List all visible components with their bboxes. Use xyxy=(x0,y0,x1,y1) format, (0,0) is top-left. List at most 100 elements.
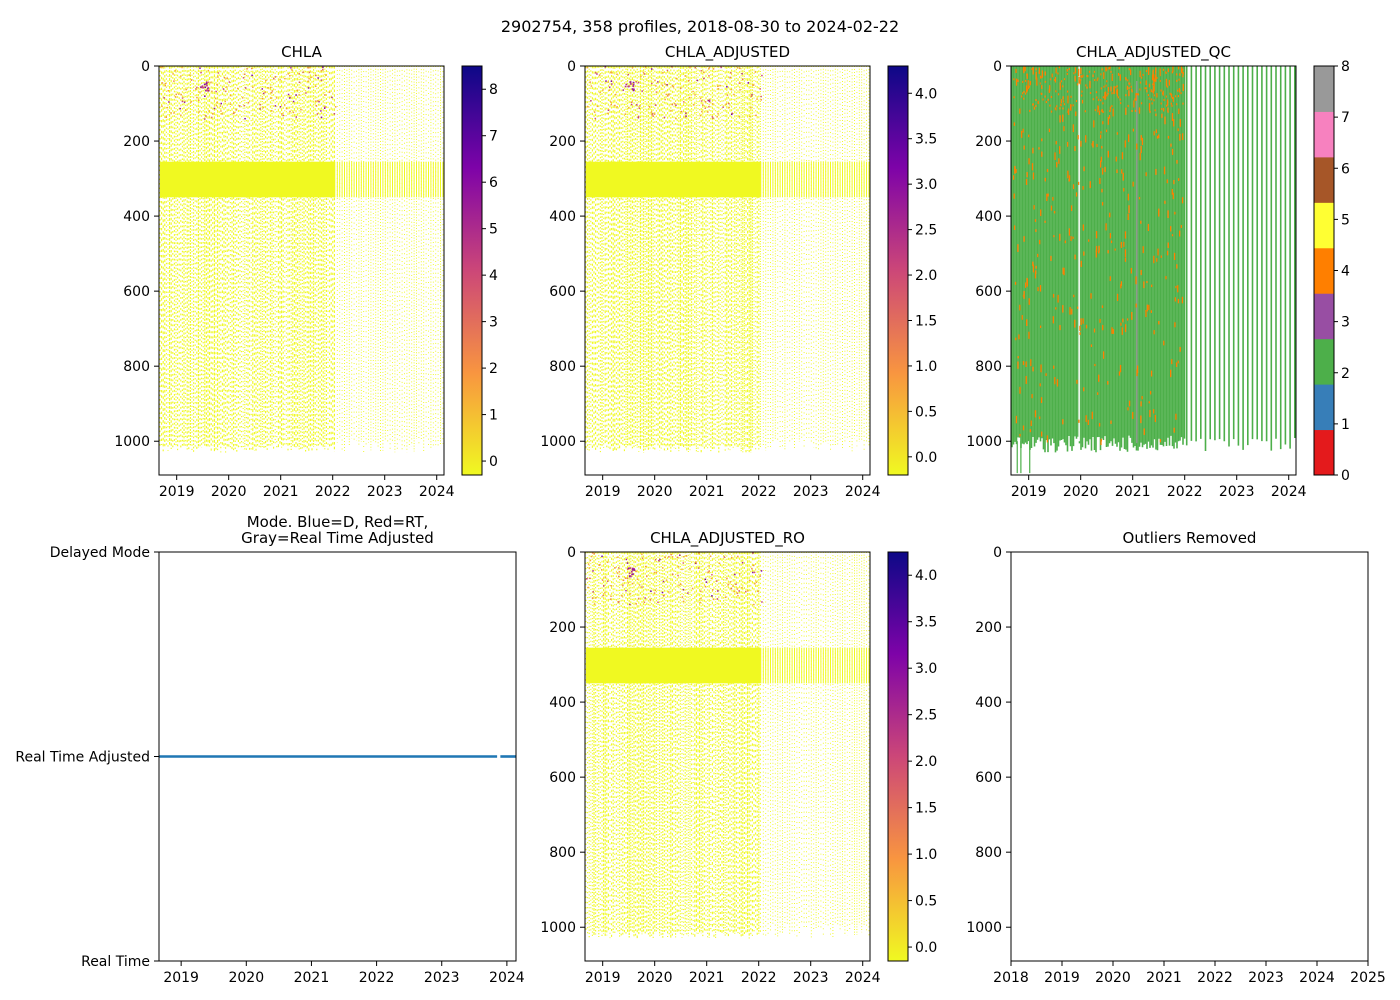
colorbar-tick-label: 1.0 xyxy=(915,359,937,375)
y-tick-label: Delayed Mode xyxy=(50,545,150,561)
colorbar-segment xyxy=(1314,111,1334,158)
y-tick-label: 1000 xyxy=(114,434,150,450)
colorbar-tick-label: 5 xyxy=(489,222,498,238)
x-tick-label: 2023 xyxy=(367,484,403,500)
x-tick-label: 2023 xyxy=(424,970,460,986)
colorbar-tick-label: 0.5 xyxy=(915,404,937,420)
x-tick-label: 2019 xyxy=(1044,970,1080,986)
colorbar-tick-label: 0 xyxy=(1341,468,1350,484)
x-tick-label: 2020 xyxy=(637,970,673,986)
x-tick-label: 2019 xyxy=(163,970,199,986)
colorbar-tick-label: 7 xyxy=(1341,110,1350,126)
y-tick-label: 400 xyxy=(123,209,150,225)
panel-title: Outliers Removed xyxy=(1123,529,1257,547)
x-tick-label: 2020 xyxy=(228,970,264,986)
qc-cells xyxy=(1011,66,1296,474)
y-tick-label: 400 xyxy=(549,695,576,711)
colorbar-tick-label: 4 xyxy=(1341,264,1350,280)
colorbar-frame xyxy=(887,551,909,962)
colorbar-frame xyxy=(461,65,483,476)
colorbar-tick-label: 7 xyxy=(489,129,498,145)
axes-frame xyxy=(1010,551,1369,962)
panel-chla-adjusted-qc: CHLA_ADJUSTED_QC 2019 2020 2021 2022 2023 2024… xyxy=(966,43,1350,500)
colorbar-tick-label: 2 xyxy=(1341,366,1350,382)
colorbar-tick-label: 1 xyxy=(489,408,498,424)
y-tick-label: 800 xyxy=(123,359,150,375)
colorbar-tick-label: 3.5 xyxy=(915,132,937,148)
x-tick-label: 2019 xyxy=(585,484,621,500)
x-tick-label: 2023 xyxy=(793,970,829,986)
y-tick-label: 600 xyxy=(975,770,1002,786)
colorbar-segment xyxy=(1314,338,1334,385)
heatmap-cells xyxy=(159,66,444,453)
colorbar-tick-label: 2.5 xyxy=(915,223,937,239)
colorbar-tick-label: 3.0 xyxy=(915,661,937,677)
y-tick-label: 800 xyxy=(549,359,576,375)
colorbar-gradient xyxy=(888,552,908,961)
x-tick-label: 2022 xyxy=(1197,970,1233,986)
y-tick-label: 0 xyxy=(567,59,576,75)
x-tick-label: 2024 xyxy=(489,970,525,986)
colorbar-segment xyxy=(1314,247,1334,294)
colorbar-tick-label: 3 xyxy=(489,315,498,331)
axes-frame xyxy=(584,551,871,962)
panel-title: CHLA xyxy=(281,43,322,61)
y-tick-label: 1000 xyxy=(540,434,576,450)
colorbar-gradient xyxy=(462,66,482,475)
x-tick-label: 2024 xyxy=(845,484,881,500)
x-tick-label: 2021 xyxy=(689,970,725,986)
y-tick-label: 200 xyxy=(123,134,150,150)
colorbar-frame xyxy=(1313,65,1335,476)
colorbar-segment xyxy=(1314,384,1334,431)
colorbar-segment xyxy=(1314,66,1334,112)
plot-area xyxy=(159,66,444,453)
colorbar-tick-label: 0.5 xyxy=(915,894,937,910)
colorbar-tick-label: 2.0 xyxy=(915,754,937,770)
y-tick-label: 200 xyxy=(549,620,576,636)
figure-title: 2902754, 358 profiles, 2018-08-30 to 202… xyxy=(501,17,899,36)
x-tick-label: 2020 xyxy=(211,484,247,500)
y-tick-label: 600 xyxy=(123,284,150,300)
y-tick-label: 400 xyxy=(975,695,1002,711)
x-tick-label: 2020 xyxy=(1095,970,1131,986)
colorbar-segment xyxy=(1314,429,1334,476)
axes-frame xyxy=(584,65,871,476)
high-density-band xyxy=(160,161,336,198)
plot-area xyxy=(1011,66,1296,474)
colorbar-frame xyxy=(887,65,909,476)
x-tick-label: 2023 xyxy=(793,484,829,500)
y-tick-label: 200 xyxy=(975,134,1002,150)
y-tick-label: 0 xyxy=(993,59,1002,75)
y-tick-label: 200 xyxy=(549,134,576,150)
x-tick-label: 2022 xyxy=(359,970,395,986)
colorbar-segment xyxy=(1314,156,1334,203)
colorbar-tick-label: 1.0 xyxy=(915,847,937,863)
colorbar-tick-label: 2.0 xyxy=(915,268,937,284)
panel-mode: Mode. Blue=D, Red=RT,Gray=Real Time Adju… xyxy=(15,513,524,986)
panel-chla-adjusted-ro: CHLA_ADJUSTED_RO 2019 2020 2021 2022 2023 2024… xyxy=(540,529,937,986)
high-density-band xyxy=(586,161,762,198)
colorbar-tick-label: 0.0 xyxy=(915,450,937,466)
x-tick-label: 2024 xyxy=(419,484,455,500)
high-density-band xyxy=(586,647,762,684)
plot-area xyxy=(585,552,870,939)
colorbar-tick-label: 0.0 xyxy=(915,940,937,956)
colorbar-tick-label: 1 xyxy=(1341,417,1350,433)
x-tick-label: 2022 xyxy=(741,970,777,986)
panel-title: CHLA_ADJUSTED_QC xyxy=(1076,43,1231,62)
x-tick-label: 2024 xyxy=(845,970,881,986)
y-tick-label: 0 xyxy=(141,59,150,75)
panel-title: CHLA_ADJUSTED xyxy=(665,43,790,62)
y-tick-label: 800 xyxy=(975,359,1002,375)
x-tick-label: 2025 xyxy=(1350,970,1386,986)
y-tick-label: 600 xyxy=(975,284,1002,300)
y-tick-label: 800 xyxy=(549,845,576,861)
y-tick-label: 1000 xyxy=(966,434,1002,450)
colorbar: 0.0 0.5 1.0 1.5 2.0 2.5 3.0 3.5 4.0 xyxy=(887,551,937,962)
y-tick-label: 0 xyxy=(567,545,576,561)
colorbar-tick-label: 3 xyxy=(1341,315,1350,331)
x-tick-label: 2024 xyxy=(1271,484,1307,500)
colorbar-tick-label: 4 xyxy=(489,268,498,284)
x-tick-label: 2019 xyxy=(585,970,621,986)
